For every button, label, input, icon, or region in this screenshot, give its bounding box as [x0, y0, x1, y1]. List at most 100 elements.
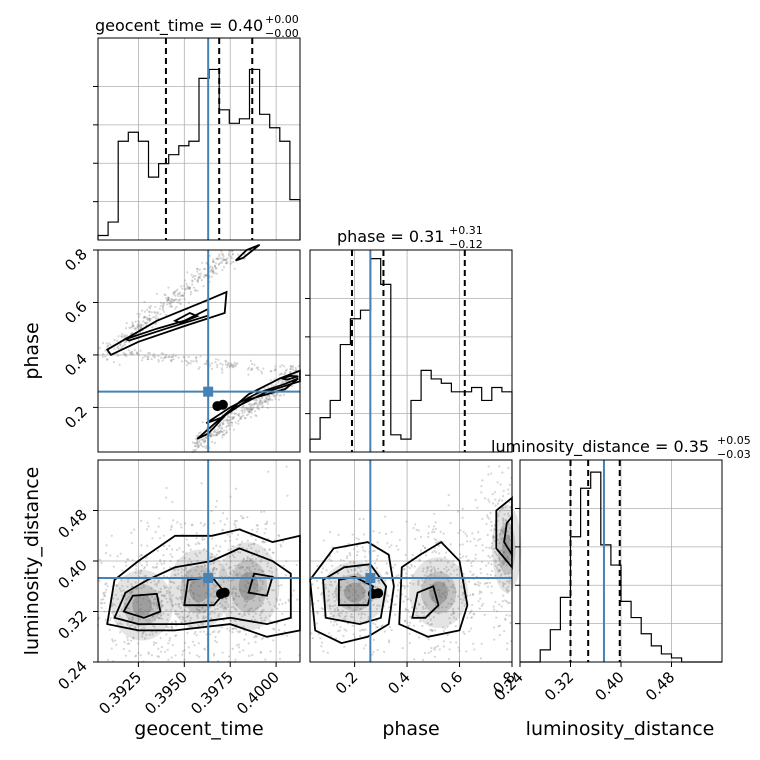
phase-vs-geocent-time-point-328 — [167, 298, 170, 301]
luminosity-distance-vs-geocent-time-point-75 — [160, 599, 163, 602]
luminosity-distance-vs-geocent-time-point-635 — [179, 589, 182, 592]
phase-vs-geocent-time-point-380 — [201, 445, 204, 448]
luminosity-distance-vs-phase-point-452 — [431, 531, 434, 534]
phase-vs-geocent-time-point-658 — [215, 433, 218, 436]
luminosity-distance-vs-geocent-time-point-772 — [232, 597, 235, 600]
luminosity-distance-vs-geocent-time-point-160 — [99, 602, 102, 605]
luminosity-distance-vs-geocent-time-point-508 — [222, 528, 225, 532]
luminosity-distance-vs-phase-point-572 — [401, 647, 404, 650]
luminosity-distance-vs-phase-point-486 — [452, 607, 455, 610]
luminosity-distance-vs-phase-point-672 — [452, 611, 455, 614]
phase-vs-geocent-time-point-7 — [148, 319, 151, 322]
luminosity-distance-vs-geocent-time-point-276 — [128, 591, 132, 595]
luminosity-distance-vs-geocent-time-point-721 — [277, 629, 281, 632]
luminosity-distance-vs-phase-point-593 — [423, 601, 426, 604]
luminosity-distance-vs-geocent-time-point-576 — [227, 603, 230, 606]
luminosity-distance-vs-geocent-time-point-66 — [192, 595, 196, 599]
luminosity-distance-vs-geocent-time-point-189 — [102, 598, 105, 601]
luminosity-distance-vs-phase-point-598 — [442, 532, 445, 535]
luminosity-distance-vs-geocent-time-point-869 — [202, 524, 205, 527]
phase-vs-geocent-time-point-846 — [199, 355, 202, 358]
luminosity-distance-vs-phase-point-277 — [364, 550, 367, 553]
luminosity-distance-vs-geocent-time-point-232 — [115, 583, 118, 587]
luminosity-distance-vs-phase-point-811 — [474, 499, 477, 502]
luminosity-distance-vs-phase-point-23 — [349, 584, 352, 587]
luminosity-distance-vs-geocent-time-point-517 — [198, 609, 201, 612]
luminosity-distance-vs-geocent-time-point-770 — [262, 570, 265, 573]
phase-vs-geocent-time-point-27 — [167, 296, 170, 299]
phase-vs-geocent-time-point-321 — [220, 261, 223, 264]
luminosity-distance-vs-geocent-time-point-292 — [156, 604, 159, 608]
luminosity-distance-vs-geocent-time-point-881 — [296, 598, 299, 601]
luminosity-distance-vs-phase-point-541 — [439, 594, 442, 598]
phase-vs-geocent-time-point-663 — [219, 424, 222, 427]
luminosity-distance-vs-geocent-time-point-436 — [228, 629, 231, 632]
luminosity-distance-vs-geocent-time-point-166 — [126, 622, 129, 625]
luminosity-distance-vs-geocent-time-point-186 — [157, 647, 160, 650]
phase-vs-geocent-time-point-285 — [210, 269, 213, 272]
luminosity-distance-vs-geocent-time-point-548 — [227, 548, 230, 551]
luminosity-distance-vs-phase-point-414 — [465, 650, 468, 653]
luminosity-distance-vs-phase-point-324 — [345, 614, 348, 618]
phase-vs-geocent-time-point-893 — [205, 361, 208, 365]
phase-vs-geocent-time-point-850 — [136, 352, 139, 355]
luminosity-distance-vs-geocent-time-point-346 — [190, 617, 193, 620]
luminosity-distance-vs-geocent-time-point-255 — [130, 583, 133, 586]
phase-vs-geocent-time-point-519 — [202, 441, 205, 444]
luminosity-distance-vs-phase-point-734 — [492, 605, 495, 608]
phase-vs-geocent-time-point-763 — [227, 419, 230, 422]
luminosity-distance-vs-geocent-time-point-1023 — [254, 612, 257, 615]
luminosity-distance-vs-geocent-time-point-663 — [195, 600, 198, 603]
luminosity-distance-vs-geocent-time-point-616 — [174, 654, 177, 657]
luminosity-distance-vs-geocent-time-point-9 — [150, 587, 153, 590]
luminosity-distance-vs-phase-point-10 — [354, 608, 357, 611]
luminosity-distance-vs-geocent-time-point-743 — [242, 590, 245, 593]
phase-histogram-y-ticks — [305, 297, 310, 415]
luminosity-distance-vs-phase-point-629 — [412, 624, 415, 627]
phase-vs-geocent-time-point-332 — [178, 299, 181, 302]
luminosity-distance-vs-geocent-time-point-403 — [231, 554, 234, 557]
phase-vs-geocent-time-point-726 — [248, 406, 251, 409]
phase-vs-geocent-time-point-526 — [204, 436, 207, 439]
phase-vs-geocent-time-point-599 — [218, 431, 221, 434]
luminosity-distance-vs-geocent-time-point-428 — [230, 592, 234, 595]
phase-vs-geocent-time-point-403 — [220, 421, 224, 424]
luminosity-distance-vs-geocent-time-point-1032 — [245, 579, 248, 582]
luminosity-distance-vs-geocent-time-point-96 — [141, 635, 144, 638]
phase-vs-geocent-time-point-569 — [261, 405, 264, 408]
luminosity-distance-vs-geocent-time-point-1040 — [266, 597, 269, 600]
luminosity-distance-vs-geocent-time-point-274 — [138, 617, 141, 621]
luminosity-distance-vs-phase-point-795 — [507, 585, 510, 588]
phase-vs-geocent-time-point-939 — [198, 366, 201, 369]
luminosity-distance-vs-phase-point-641 — [401, 584, 404, 587]
luminosity-distance-vs-phase-point-258 — [349, 584, 352, 587]
luminosity-distance-vs-phase-point-160 — [328, 604, 331, 607]
luminosity-distance-vs-geocent-time-point-481 — [233, 627, 236, 630]
phase-vs-geocent-time-point-311 — [155, 314, 158, 317]
luminosity-distance-vs-phase-point-853 — [491, 493, 494, 496]
phase-vs-geocent-time-point-677 — [247, 403, 250, 406]
luminosity-distance-vs-geocent-time-point-684 — [244, 569, 247, 572]
phase-vs-geocent-time-point-633 — [191, 441, 194, 444]
luminosity-distance-vs-phase-point-621 — [451, 585, 454, 589]
phase-vs-geocent-time-point-196 — [170, 305, 173, 308]
luminosity-distance-vs-phase-point-602 — [449, 521, 452, 525]
luminosity-distance-vs-phase-point-406 — [466, 540, 469, 543]
luminosity-distance-vs-geocent-time-point-566 — [185, 567, 188, 570]
luminosity-distance-vs-geocent-time-point-802 — [255, 564, 258, 567]
luminosity-distance-vs-phase-point-157 — [365, 569, 368, 572]
phase-vs-geocent-time-point-100 — [237, 253, 240, 256]
luminosity-distance-vs-geocent-time-point-287 — [159, 590, 162, 594]
luminosity-distance-vs-phase-point-582 — [435, 541, 438, 545]
luminosity-distance-vs-phase-point-628 — [419, 549, 422, 552]
luminosity-distance-vs-phase-point-623 — [394, 613, 397, 616]
luminosity-distance-vs-phase-point-141 — [352, 633, 355, 636]
luminosity-distance-vs-geocent-time-point-615 — [212, 568, 215, 571]
luminosity-distance-vs-geocent-time-point-30 — [128, 607, 131, 610]
luminosity-distance-vs-phase-point-7 — [347, 605, 350, 609]
luminosity-distance-vs-geocent-time-point-210 — [157, 592, 160, 595]
luminosity-distance-vs-geocent-time-point-883 — [231, 647, 234, 651]
luminosity-distance-vs-geocent-time-point-476 — [239, 551, 242, 554]
luminosity-distance-vs-phase-point-945 — [488, 517, 491, 520]
luminosity-distance-vs-geocent-time-point-83 — [160, 604, 163, 607]
